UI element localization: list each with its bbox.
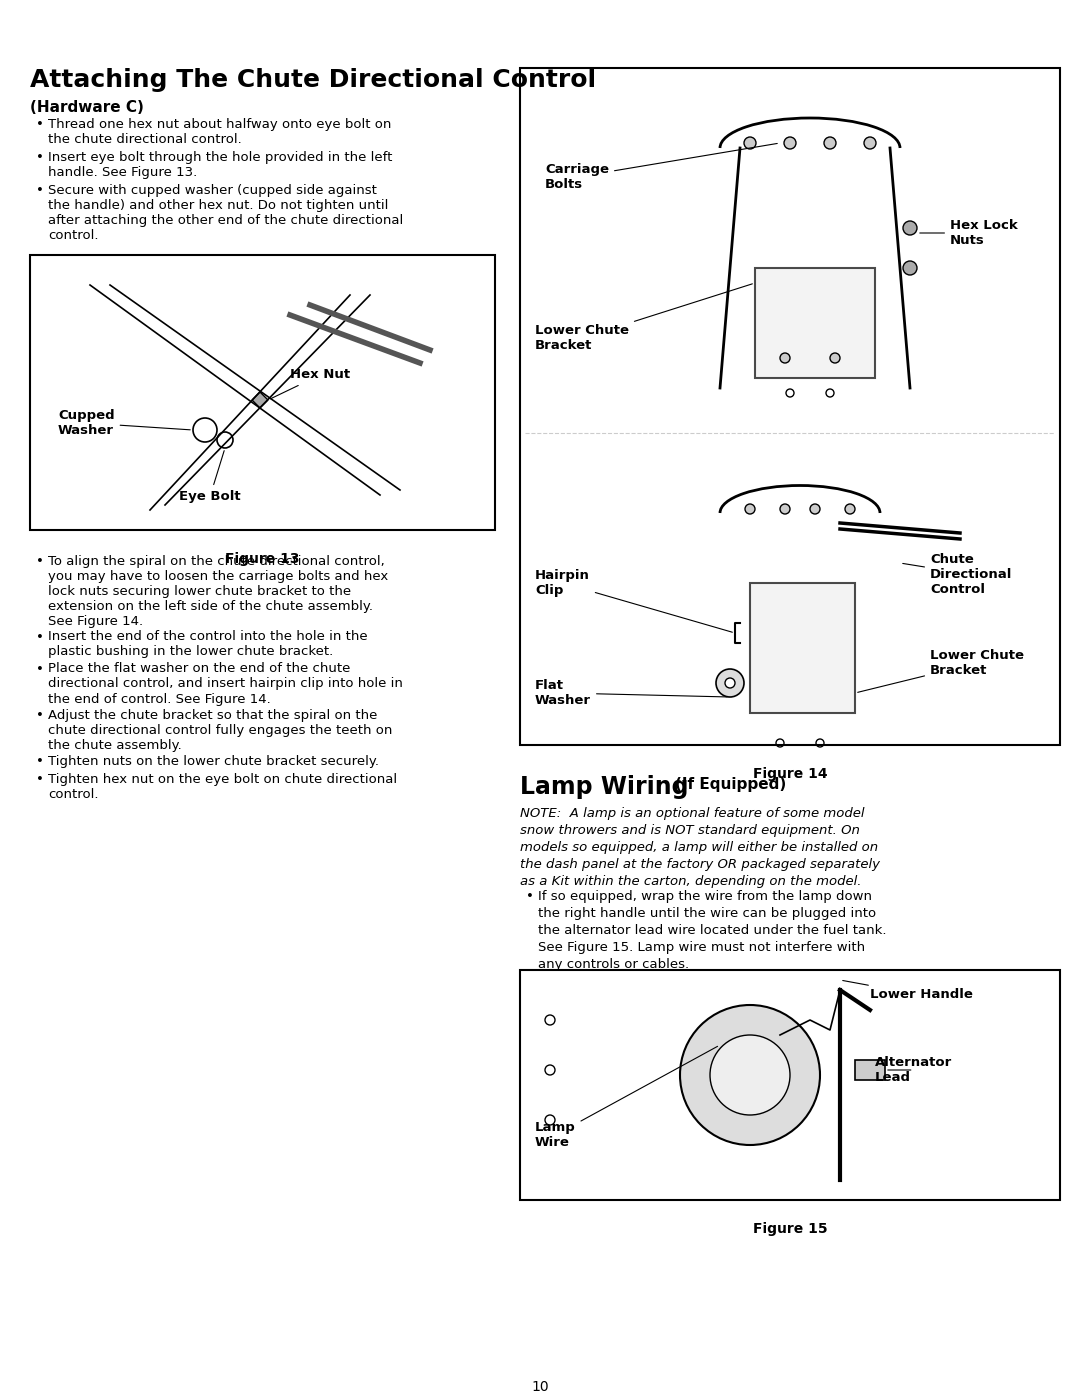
Text: Lower Handle: Lower Handle [842,981,973,1002]
Text: Hairpin
Clip: Hairpin Clip [535,569,732,633]
Text: Lamp
Wire: Lamp Wire [535,1046,717,1148]
Text: Thread one hex nut about halfway onto eye bolt on
the chute directional control.: Thread one hex nut about halfway onto ey… [48,117,391,147]
Circle shape [903,221,917,235]
Text: (Hardware C): (Hardware C) [30,101,144,115]
Circle shape [845,504,855,514]
Text: Figure 14: Figure 14 [753,767,827,781]
Text: •: • [36,117,44,131]
Circle shape [864,137,876,149]
Bar [519,68,1059,745]
Text: Insert eye bolt through the hole provided in the left
handle. See Figure 13.: Insert eye bolt through the hole provide… [48,151,392,179]
Circle shape [903,261,917,275]
Circle shape [784,137,796,149]
Circle shape [744,137,756,149]
Text: To align the spiral on the chute directional control,
you may have to loosen the: To align the spiral on the chute directi… [48,555,388,629]
Circle shape [745,504,755,514]
Polygon shape [252,393,268,408]
Circle shape [680,1004,820,1146]
Circle shape [831,353,840,363]
Text: If so equipped, wrap the wire from the lamp down
the right handle until the wire: If so equipped, wrap the wire from the l… [538,890,887,971]
Bar [30,256,495,529]
Text: Lower Chute
Bracket: Lower Chute Bracket [535,284,753,352]
Circle shape [780,504,789,514]
Text: Secure with cupped washer (cupped side against
the handle) and other hex nut. Do: Secure with cupped washer (cupped side a… [48,184,403,242]
Text: Cupped
Washer: Cupped Washer [58,409,190,437]
Text: Figure 13: Figure 13 [226,552,300,566]
Circle shape [780,353,789,363]
Text: •: • [36,151,44,163]
Text: •: • [36,662,44,676]
Text: (If Equipped): (If Equipped) [675,777,786,792]
Bar [519,970,1059,1200]
Text: Hex Lock
Nuts: Hex Lock Nuts [920,219,1017,247]
Text: NOTE:  A lamp is an optional feature of some model
snow throwers and is NOT stan: NOTE: A lamp is an optional feature of s… [519,807,880,888]
Bar [755,268,875,379]
Circle shape [710,1035,789,1115]
Bar [750,583,855,712]
Text: Lamp Wiring: Lamp Wiring [519,775,689,799]
Text: Attaching The Chute Directional Control: Attaching The Chute Directional Control [30,68,596,92]
Text: Figure 15: Figure 15 [753,1222,827,1236]
Text: •: • [36,630,44,644]
Text: Chute
Directional
Control: Chute Directional Control [903,553,1012,597]
Text: Tighten nuts on the lower chute bracket securely.: Tighten nuts on the lower chute bracket … [48,756,379,768]
Circle shape [716,669,744,697]
Text: •: • [36,756,44,768]
Text: Carriage
Bolts: Carriage Bolts [545,144,778,191]
Text: Eye Bolt: Eye Bolt [179,451,241,503]
Text: Alternator
Lead: Alternator Lead [875,1056,953,1084]
Text: •: • [36,773,44,787]
Text: Flat
Washer: Flat Washer [535,679,727,707]
Text: •: • [526,890,534,902]
Text: •: • [36,710,44,722]
Circle shape [810,504,820,514]
Text: •: • [36,555,44,569]
Text: Hex Nut: Hex Nut [270,369,350,398]
Text: Place the flat washer on the end of the chute
directional control, and insert ha: Place the flat washer on the end of the … [48,662,403,705]
Circle shape [824,137,836,149]
Text: Adjust the chute bracket so that the spiral on the
chute directional control ful: Adjust the chute bracket so that the spi… [48,710,392,752]
Text: Insert the end of the control into the hole in the
plastic bushing in the lower : Insert the end of the control into the h… [48,630,367,658]
Bar [855,1060,885,1080]
Text: Tighten hex nut on the eye bolt on chute directional
control.: Tighten hex nut on the eye bolt on chute… [48,773,397,800]
Text: Lower Chute
Bracket: Lower Chute Bracket [858,650,1024,693]
Text: 10: 10 [531,1380,549,1394]
Text: •: • [36,184,44,197]
Circle shape [725,678,735,687]
